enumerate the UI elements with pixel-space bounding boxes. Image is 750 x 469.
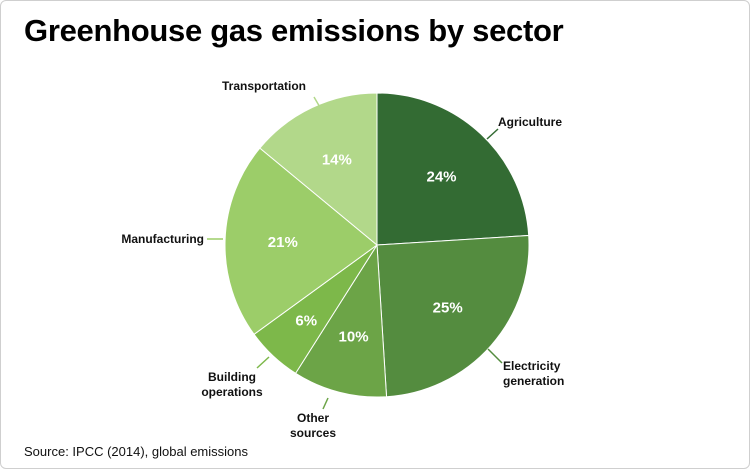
category-label: Other sources [290, 411, 336, 440]
category-label: Transportation [222, 79, 306, 93]
slice-value-label: 24% [426, 168, 456, 185]
pie-slice-transportation [259, 92, 378, 247]
leader-line [487, 348, 503, 364]
slice-value-label: 14% [322, 152, 352, 169]
chart-title: Greenhouse gas emissions by sector [24, 13, 564, 48]
leader-line [256, 356, 270, 369]
category-label: Electricity generation [503, 359, 564, 388]
pie-slice-agriculture [376, 92, 530, 246]
leader-line [486, 128, 499, 140]
category-label: Building operations [201, 370, 263, 399]
category-label: Agriculture [498, 115, 562, 129]
category-label: Manufacturing [121, 232, 204, 246]
slice-value-label: 10% [339, 328, 369, 345]
slice-value-label: 21% [268, 234, 298, 251]
chart-source: Source: IPCC (2014), global emissions [24, 444, 248, 459]
pie-slice-electricity-generation [376, 234, 530, 398]
pie-slice-manufacturing [224, 147, 378, 336]
pie-slice-other-sources [294, 243, 388, 398]
leader-line [313, 96, 322, 110]
slice-value-label: 25% [433, 299, 463, 316]
leader-line [322, 397, 329, 410]
slice-value-label: 6% [295, 312, 317, 329]
